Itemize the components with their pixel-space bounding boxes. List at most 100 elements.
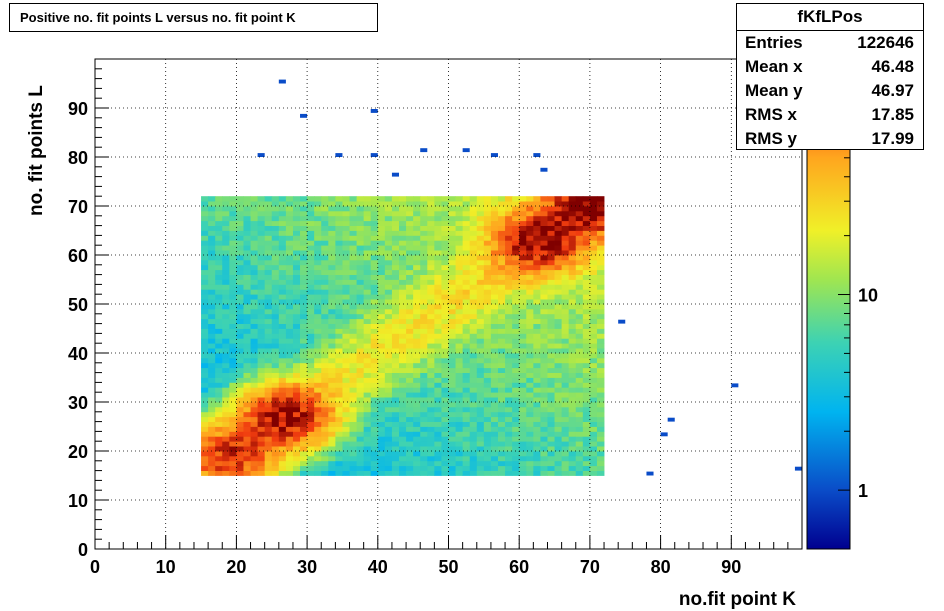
heatmap-bin <box>328 230 336 236</box>
heatmap-bin <box>497 470 506 476</box>
heatmap-bin <box>328 353 336 359</box>
heatmap-bin <box>406 426 414 432</box>
heatmap-bin <box>292 357 301 364</box>
heatmap-bin <box>300 397 308 403</box>
heatmap-bin <box>413 470 421 476</box>
heatmap-bin <box>236 426 244 432</box>
heatmap-bin <box>377 225 386 231</box>
heatmap-bin <box>363 274 372 280</box>
heatmap-bin <box>490 421 499 427</box>
heatmap-bin <box>582 250 591 256</box>
heatmap-bin <box>307 215 315 222</box>
heatmap-bin <box>469 465 478 471</box>
heatmap-bin <box>278 348 287 354</box>
heatmap-bin <box>497 210 506 217</box>
heatmap-bin <box>335 289 343 295</box>
heatmap-bin <box>342 210 350 217</box>
heatmap-bin <box>307 465 315 471</box>
heatmap-bin <box>575 353 584 359</box>
heatmap-bin <box>391 245 400 251</box>
heatmap-bin <box>264 402 273 408</box>
heatmap-bin <box>384 411 393 418</box>
heatmap-bin <box>441 465 449 471</box>
heatmap-bin <box>441 318 449 324</box>
heatmap-bin <box>243 259 251 266</box>
heatmap-bin <box>264 460 273 467</box>
heatmap-bin <box>540 426 548 432</box>
heatmap-bin <box>596 460 605 467</box>
heatmap-bin <box>589 289 598 295</box>
heatmap-bin <box>271 250 280 256</box>
heatmap-bin <box>391 402 400 408</box>
heatmap-bin <box>554 470 563 476</box>
heatmap-bin <box>215 338 223 344</box>
heatmap-bin <box>596 357 605 364</box>
heatmap-bin <box>384 377 393 383</box>
heatmap-bin <box>342 318 350 324</box>
heatmap-bin <box>391 446 400 452</box>
heatmap-bin <box>406 225 414 231</box>
heatmap-bin <box>222 426 230 432</box>
heatmap-bin <box>519 397 527 403</box>
heatmap-bin <box>512 402 520 408</box>
heatmap-bin <box>469 426 478 432</box>
heatmap-bin <box>250 348 259 354</box>
heatmap-bin <box>271 333 280 339</box>
heatmap-bin <box>448 313 456 320</box>
heatmap-bin <box>257 426 266 432</box>
heatmap-bin <box>519 436 527 442</box>
heatmap-bin <box>455 426 464 432</box>
heatmap-bin <box>229 357 237 364</box>
heatmap-bin <box>476 328 485 334</box>
heatmap-bin <box>575 446 584 452</box>
heatmap-bin <box>292 382 301 388</box>
heatmap-bin <box>356 465 365 471</box>
heatmap-bin <box>370 441 379 447</box>
axis-ticks <box>94 58 803 550</box>
heatmap-bin <box>250 460 259 467</box>
heatmap-bin <box>215 367 223 373</box>
heatmap-bin <box>243 436 251 442</box>
heatmap-bin <box>519 441 527 447</box>
heatmap-bin <box>483 318 492 324</box>
heatmap-bin <box>406 269 414 275</box>
heatmap-bin <box>222 353 230 359</box>
heatmap-bin <box>462 299 471 305</box>
heatmap-bin <box>250 240 259 246</box>
heatmap-bin <box>377 201 386 207</box>
heatmap-bin <box>455 387 464 393</box>
heatmap-bin <box>575 255 584 261</box>
heatmap-bin <box>391 451 400 457</box>
heatmap-bin <box>554 362 563 369</box>
heatmap-bin <box>441 357 449 364</box>
heatmap-bin <box>582 436 591 442</box>
heatmap-bin <box>271 455 280 462</box>
heatmap-bin <box>335 465 343 471</box>
heatmap-bin <box>427 460 435 467</box>
heatmap-bin <box>512 215 520 222</box>
heatmap-bin <box>434 294 442 300</box>
stats-label: Mean y <box>745 81 803 100</box>
heatmap-bin <box>540 284 548 290</box>
heatmap-bin <box>314 431 322 437</box>
heatmap-bin <box>596 235 605 241</box>
heatmap-bin <box>561 220 570 226</box>
heatmap-bin <box>391 240 400 246</box>
heatmap-bin <box>497 431 506 437</box>
heatmap-bin <box>413 294 421 300</box>
heatmap-bin <box>618 319 626 324</box>
heatmap-bin <box>505 367 513 373</box>
heatmap-bin <box>469 245 478 251</box>
heatmap-bin <box>384 416 393 422</box>
heatmap-bin <box>462 259 471 266</box>
heatmap-bin <box>448 387 456 393</box>
heatmap-bin <box>243 196 251 202</box>
heatmap-bin <box>215 250 223 256</box>
heatmap-bin <box>469 279 478 285</box>
heatmap-bin <box>575 470 584 476</box>
heatmap-bin <box>469 455 478 462</box>
heatmap-bin <box>391 269 400 275</box>
heatmap-bin <box>568 210 577 217</box>
heatmap-bin <box>321 362 329 369</box>
heatmap-bin <box>349 411 357 418</box>
